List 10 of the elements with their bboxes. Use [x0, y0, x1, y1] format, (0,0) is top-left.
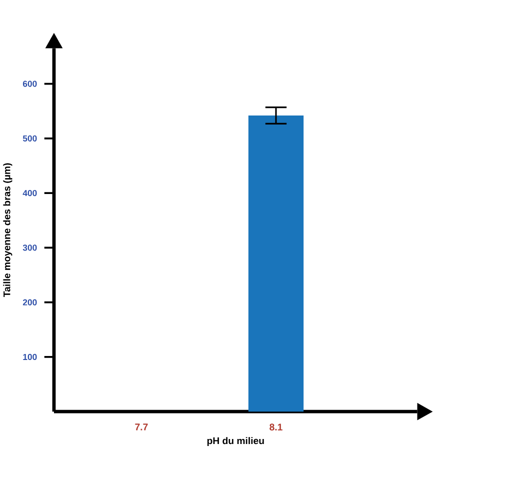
y-tick-label: 100: [23, 354, 37, 360]
y-tick-label: 200: [22, 299, 37, 306]
y-axis-title: Taille moyenne des bras (µm): [3, 163, 12, 297]
y-tick-label: 400: [22, 190, 37, 196]
y-tick-label: 300: [22, 244, 37, 251]
y-tick-label: 600: [22, 80, 37, 87]
y-tick-label: 500: [22, 135, 37, 142]
x-axis-title: pH du milieu: [207, 436, 264, 446]
x-tick-label: 7.7: [135, 424, 148, 430]
x-tick-label: 8.1: [270, 424, 282, 430]
